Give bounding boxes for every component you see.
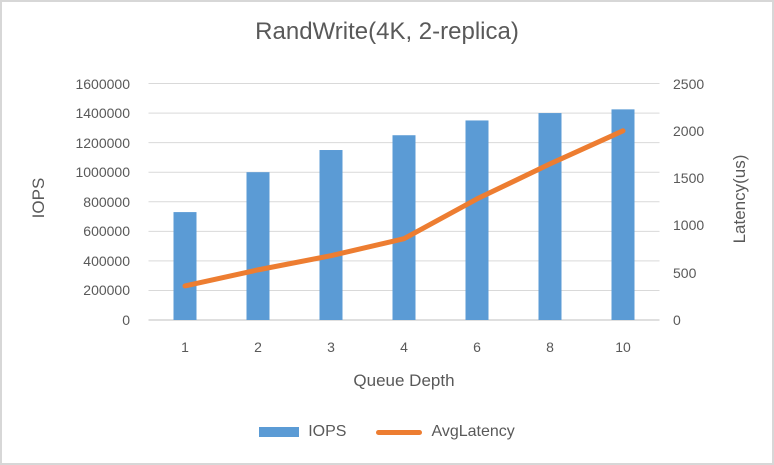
y-right-tick: 2500 bbox=[673, 76, 705, 92]
x-axis-title: Queue Depth bbox=[353, 371, 455, 390]
y-left-tick: 600000 bbox=[83, 223, 130, 239]
chart-title: RandWrite(4K, 2-replica) bbox=[255, 18, 519, 45]
legend: IOPS AvgLatency bbox=[2, 423, 772, 441]
y-right-tick: 0 bbox=[673, 312, 681, 328]
iops-bar bbox=[319, 150, 343, 320]
iops-bar bbox=[465, 120, 489, 320]
iops-bar bbox=[246, 172, 270, 320]
y-right-tick: 1500 bbox=[673, 170, 705, 186]
y-left-tick: 1600000 bbox=[75, 76, 130, 92]
y-left-tick: 1000000 bbox=[75, 164, 130, 180]
x-tick: 1 bbox=[181, 339, 189, 355]
y-left-tick: 800000 bbox=[83, 194, 130, 210]
legend-item-iops: IOPS bbox=[259, 423, 346, 441]
legend-label: AvgLatency bbox=[431, 423, 515, 440]
avglatency-line bbox=[182, 128, 626, 289]
legend-item-avglatency: AvgLatency bbox=[376, 423, 515, 441]
y-left-tick: 1400000 bbox=[75, 105, 130, 121]
y-right-tick: 500 bbox=[673, 265, 697, 281]
x-tick: 6 bbox=[473, 339, 481, 355]
x-tick: 10 bbox=[615, 339, 631, 355]
y-right-tick: 1000 bbox=[673, 217, 705, 233]
iops-bar bbox=[173, 212, 197, 320]
y-right-tick: 2000 bbox=[673, 123, 705, 139]
x-tick: 8 bbox=[546, 339, 554, 355]
iops-series-swatch bbox=[259, 427, 300, 437]
iops-bar bbox=[538, 113, 562, 320]
y-left-tick: 1200000 bbox=[75, 135, 130, 151]
iops-bar bbox=[611, 109, 635, 320]
legend-label: IOPS bbox=[308, 423, 347, 440]
iops-bar bbox=[392, 135, 416, 320]
y-left-tick: 400000 bbox=[83, 253, 130, 269]
y-left-tick: 0 bbox=[122, 312, 130, 328]
y-left-tick: 200000 bbox=[83, 282, 130, 298]
y-right-axis-title: Latency(us) bbox=[730, 154, 749, 244]
y-left-axis-title: IOPS bbox=[29, 177, 48, 219]
x-tick: 2 bbox=[254, 339, 262, 355]
avglatency-series-swatch bbox=[376, 429, 423, 435]
x-tick: 3 bbox=[327, 339, 335, 355]
x-tick: 4 bbox=[400, 339, 408, 355]
